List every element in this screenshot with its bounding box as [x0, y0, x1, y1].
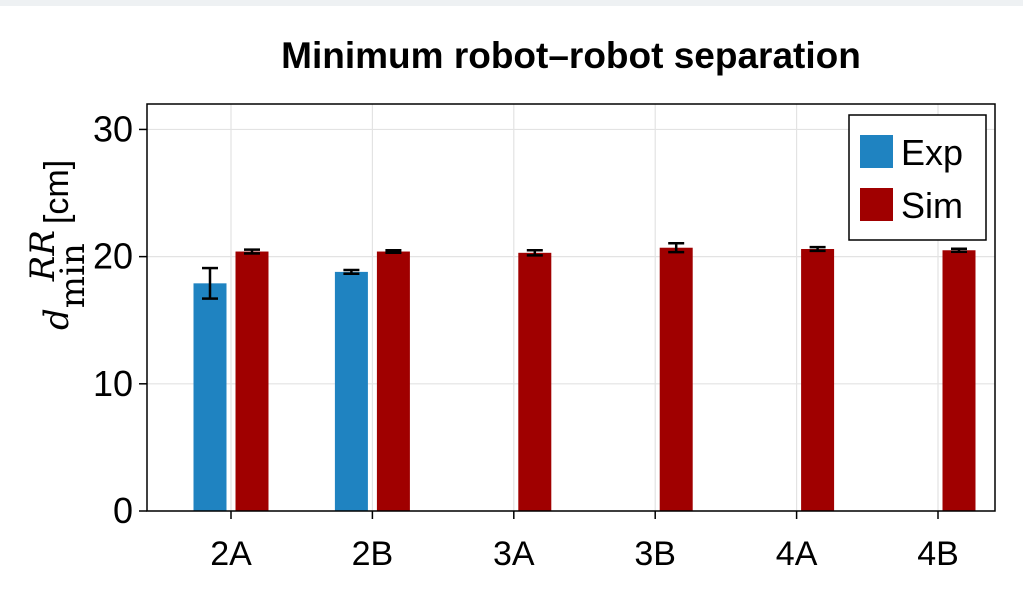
top-border	[0, 0, 1023, 6]
bar-sim-4b	[942, 250, 976, 511]
legend-swatch-exp	[860, 135, 893, 168]
error-bar-sim-3a	[526, 249, 543, 257]
error-bar-exp-2a	[202, 266, 218, 300]
x-tick-label: 4B	[917, 535, 959, 573]
y-axis-label-symbol: d	[37, 308, 77, 330]
y-axis-label-unit: [cm]	[38, 160, 76, 224]
bar-sim-2b	[376, 251, 410, 511]
x-tick-label: 3B	[634, 535, 676, 573]
bar-sim-3a	[518, 252, 552, 511]
x-tick-label: 3A	[493, 535, 535, 573]
y-axis-label: dminRR [cm]	[23, 160, 93, 330]
x-tick-label: 4A	[776, 535, 818, 573]
bar-sim-4a	[801, 248, 835, 511]
bar-sim-3b	[659, 247, 693, 512]
legend-label-exp: Exp	[901, 132, 963, 173]
y-tick-label: 20	[93, 236, 133, 277]
error-bar-sim-4b	[951, 247, 967, 254]
error-bars	[202, 242, 967, 300]
error-bar-sim-3b	[668, 242, 685, 254]
legend: Exp Sim	[848, 114, 987, 241]
y-axis-label-superscript: RR	[23, 230, 63, 282]
y-tick-label: 30	[93, 108, 133, 149]
y-axis-label-subscript: min	[53, 243, 93, 308]
bar-sim-2a	[235, 251, 269, 511]
bars	[193, 247, 976, 512]
x-tick-label: 2B	[352, 535, 394, 573]
error-bar-exp-2b	[343, 268, 360, 276]
chart-title: Minimum robot–robot separation	[281, 35, 861, 76]
x-tick-label: 2A	[210, 535, 252, 573]
legend-swatch-sim	[860, 188, 893, 221]
svg-text:dminRR[cm]: dminRR [cm]	[23, 160, 93, 330]
error-bar-sim-4a	[809, 245, 826, 253]
bar-exp-2a	[193, 283, 227, 511]
plot-frame	[146, 103, 996, 512]
bar-exp-2b	[334, 271, 368, 511]
error-bar-sim-2b	[385, 249, 402, 255]
y-tick-label: 0	[113, 490, 133, 531]
x-ticks: 2A 2B 3A 3B 4A 4B	[210, 511, 959, 573]
y-ticks: 0 10 20 30	[93, 108, 147, 531]
legend-label-sim: Sim	[901, 185, 963, 226]
y-tick-label: 10	[93, 363, 133, 404]
error-bar-sim-2a	[244, 248, 260, 255]
